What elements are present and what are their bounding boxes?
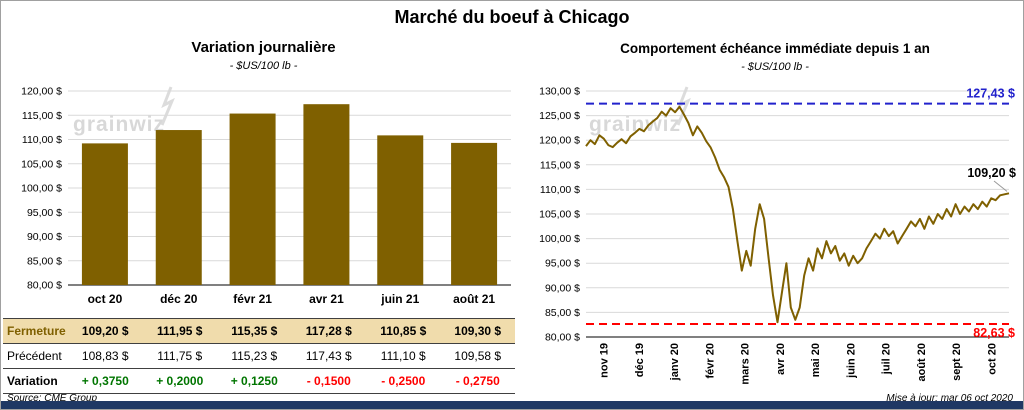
- bar: [229, 113, 276, 285]
- table-cell: 110,85 $: [380, 324, 427, 338]
- low-value-label: 82,63 $: [973, 326, 1015, 340]
- watermark-text: grainwiz: [73, 113, 166, 136]
- x-axis-label: déc 19: [634, 343, 646, 377]
- y-axis-label: 85,00 $: [27, 255, 62, 267]
- x-axis-label: juin 20: [845, 343, 857, 379]
- bar: [451, 142, 498, 285]
- table-cell: 111,75 $: [157, 349, 203, 363]
- high-value-label: 127,43 $: [966, 87, 1015, 101]
- source-note: Source: CME Group: [7, 393, 98, 404]
- watermark-grainwiz: grainwiz: [73, 86, 175, 137]
- x-axis-label: avr 20: [775, 343, 787, 375]
- x-axis-label: févr 21: [233, 292, 272, 306]
- row-label: Variation: [7, 374, 58, 388]
- page-title: Marché du boeuf à Chicago: [394, 7, 630, 27]
- x-axis-label: nov 19: [599, 343, 611, 378]
- y-axis-label: 125,00 $: [539, 110, 580, 122]
- table-cell: + 0,2000: [156, 374, 204, 388]
- x-axis-label: oct 20: [88, 292, 123, 306]
- bar: [377, 135, 424, 285]
- y-axis-label: 110,00 $: [22, 134, 62, 146]
- x-axis-label: déc 20: [160, 292, 198, 306]
- table-cell: 111,95 $: [157, 324, 203, 338]
- y-axis-label: 120,00 $: [539, 135, 580, 147]
- y-axis-label: 80,00 $: [545, 332, 580, 344]
- x-axis-label: mars 20: [740, 343, 752, 385]
- y-axis-label: 90,00 $: [545, 282, 580, 294]
- x-axis-label: janv 20: [669, 343, 681, 381]
- x-axis-label: avr 21: [309, 292, 344, 306]
- line-chart: 130,00 $ 125,00 $ 120,00 $ 115,00 $ 110,00 $…: [539, 86, 1016, 385]
- bar-chart: 120,00 $ 115,00 $ 110,00 $ 105,00 $ 100,00 $…: [21, 86, 511, 306]
- bar: [81, 143, 128, 285]
- table-cell: - 0,2750: [455, 374, 500, 388]
- price-table: Fermeture 109,20 $ 111,95 $ 115,35 $ 117,28 …: [3, 318, 515, 394]
- table-row: Précédent 108,83 $ 111,75 $ 115,23 $ 117,43 …: [3, 343, 515, 368]
- table-row: Fermeture 109,20 $ 111,95 $ 115,35 $ 117,28 …: [3, 318, 515, 343]
- y-axis-label: 80,00 $: [27, 280, 62, 292]
- x-axis-label: juin 21: [380, 292, 419, 306]
- bar-chart-subtitle: - $US/100 lb -: [229, 60, 298, 72]
- table-cell: 109,20 $: [81, 324, 129, 338]
- table-cell: 109,30 $: [454, 324, 502, 338]
- y-axis-label: 100,00 $: [539, 233, 580, 245]
- row-label: Fermeture: [7, 324, 66, 338]
- table-cell: 109,58 $: [454, 349, 502, 363]
- x-axis-label: août 21: [453, 292, 495, 306]
- bar: [155, 130, 202, 285]
- table-cell: + 0,3750: [81, 374, 129, 388]
- y-axis-label: 95,00 $: [545, 258, 580, 270]
- row-label: Précédent: [7, 349, 62, 363]
- table-cell: 111,10 $: [380, 349, 426, 363]
- x-axis-label: oct 20: [986, 343, 998, 375]
- y-axis-label: 105,00 $: [21, 158, 62, 170]
- price-series-line: [585, 105, 1010, 324]
- table-cell: - 0,2500: [381, 374, 426, 388]
- y-axis-label: 85,00 $: [545, 307, 580, 319]
- bar-chart-title: Variation journalière: [191, 39, 336, 56]
- y-axis-label: 115,00 $: [540, 159, 580, 171]
- table-cell: + 0,1250: [230, 374, 278, 388]
- table-cell: - 0,1500: [306, 374, 351, 388]
- x-axis-label: mai 20: [810, 343, 822, 377]
- x-axis-label: juil 20: [881, 343, 893, 375]
- line-chart-subtitle: - $US/100 lb -: [741, 61, 809, 73]
- y-axis-label: 130,00 $: [539, 86, 580, 98]
- table-row: Variation + 0,3750 + 0,2000 + 0,1250 - 0,150…: [3, 368, 515, 394]
- last-value-label: 109,20 $: [967, 166, 1016, 180]
- y-axis-label: 100,00 $: [21, 183, 62, 195]
- x-axis-label: févr 20: [704, 343, 716, 378]
- y-axis-label: 110,00 $: [540, 184, 580, 196]
- bottom-accent-bar: [1, 401, 1023, 409]
- y-axis-label: 115,00 $: [22, 110, 62, 122]
- updated-note: Mise à jour: mar 06 oct 2020: [886, 393, 1013, 404]
- y-axis-label: 90,00 $: [27, 231, 62, 243]
- table-cell: 117,28 $: [305, 324, 352, 338]
- table-cell: 117,43 $: [305, 349, 352, 363]
- table-cell: 115,23 $: [231, 349, 278, 363]
- line-chart-title: Comportement échéance immédiate depuis 1…: [620, 41, 930, 56]
- x-axis-label: sept 20: [951, 343, 963, 381]
- callout-line: [993, 180, 1008, 192]
- x-axis-label: août 20: [916, 343, 928, 382]
- y-axis-label: 120,00 $: [21, 86, 62, 98]
- table-cell: 115,35 $: [231, 324, 278, 338]
- bar: [303, 104, 350, 285]
- table-cell: 108,83 $: [81, 349, 129, 363]
- y-axis-label: 105,00 $: [539, 209, 580, 221]
- y-axis-label: 95,00 $: [27, 207, 62, 219]
